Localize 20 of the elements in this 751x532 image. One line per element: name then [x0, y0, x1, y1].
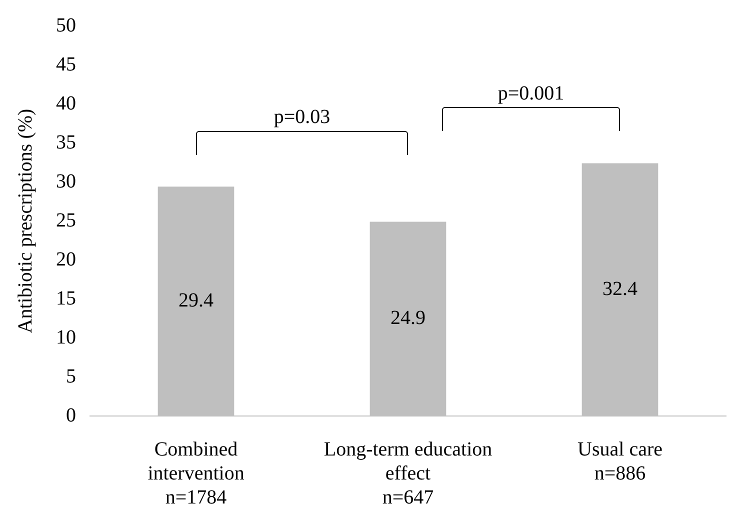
y-tick-label: 40	[56, 92, 76, 114]
x-tick-label: Long-term education effect n=647	[324, 438, 492, 508]
y-tick-label: 10	[56, 326, 76, 348]
y-axis-title: Antibiotic prescriptions (%)	[14, 108, 36, 334]
y-tick-label: 5	[66, 365, 76, 388]
y-tick-label: 45	[56, 53, 76, 76]
data-label: 29.4	[178, 290, 214, 312]
y-tick-label: 20	[56, 248, 76, 270]
annotation: p=0.001	[498, 82, 564, 105]
y-tick-label: 35	[56, 131, 76, 154]
y-tick-label: 50	[56, 14, 76, 36]
y-tick-label: 30	[56, 170, 76, 192]
y-tick-label: 25	[56, 209, 76, 232]
x-tick-label: Combined intervention n=1784	[148, 438, 244, 508]
y-tick-label: 15	[56, 287, 76, 310]
y-tick-label: 0	[66, 404, 76, 426]
x-tick-label: Usual care n=886	[578, 438, 663, 484]
data-label: 24.9	[390, 307, 426, 330]
data-label: 32.4	[602, 278, 638, 300]
annotation: p=0.03	[274, 106, 330, 128]
